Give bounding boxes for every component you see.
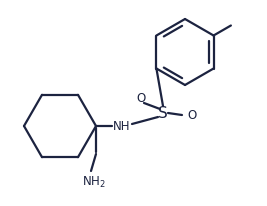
Text: NH$_2$: NH$_2$ <box>82 174 106 190</box>
Text: S: S <box>158 105 168 121</box>
Text: O: O <box>136 91 146 104</box>
Text: O: O <box>187 109 197 122</box>
Text: NH: NH <box>113 119 131 132</box>
